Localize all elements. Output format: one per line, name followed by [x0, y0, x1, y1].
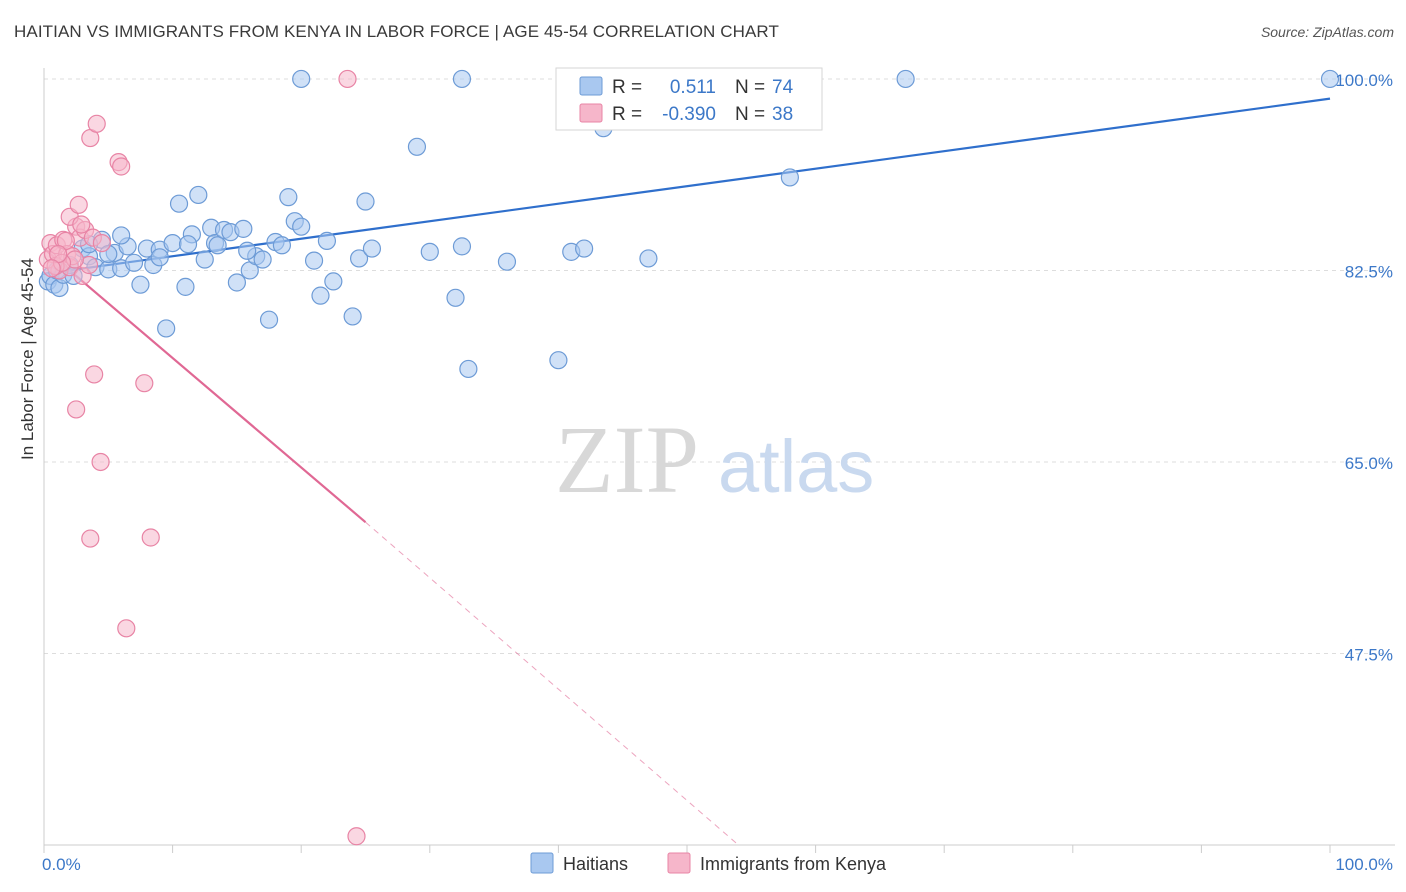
- source-label: Source: ZipAtlas.com: [1260, 24, 1394, 40]
- point-haitians: [253, 250, 272, 269]
- point-kenya: [85, 365, 104, 384]
- point-kenya: [72, 215, 91, 234]
- x-tick-label: 100.0%: [1335, 855, 1393, 874]
- data-points: [38, 69, 1340, 846]
- trendline-haitians: [43, 97, 1331, 275]
- trend-lines: [43, 97, 1331, 846]
- point-haitians: [446, 288, 465, 307]
- point-kenya: [117, 619, 136, 638]
- point-haitians: [292, 69, 311, 89]
- point-kenya: [141, 528, 160, 547]
- point-haitians: [349, 249, 369, 268]
- point-haitians: [131, 275, 150, 294]
- point-haitians: [234, 219, 253, 238]
- axes: [43, 68, 1395, 853]
- point-haitians: [304, 251, 324, 270]
- trendline-kenya: [43, 247, 367, 523]
- point-haitians: [549, 351, 568, 370]
- trendline-kenya-extension: [365, 521, 739, 846]
- watermark-atlas: atlas: [718, 425, 874, 508]
- point-kenya: [135, 374, 154, 393]
- point-haitians: [362, 239, 382, 258]
- point-haitians: [227, 273, 246, 292]
- point-haitians: [163, 233, 182, 253]
- point-kenya: [338, 69, 357, 89]
- stats-legend: R = 0.511 N = 74 R = -0.390 N = 38: [555, 67, 823, 131]
- point-haitians: [124, 253, 144, 272]
- legend-swatch-kenya: [667, 852, 691, 874]
- legend-label-haitians: Haitians: [563, 854, 628, 874]
- point-haitians: [112, 226, 131, 245]
- point-haitians: [343, 307, 362, 326]
- point-haitians: [157, 319, 176, 338]
- point-haitians: [452, 237, 472, 256]
- point-haitians: [780, 168, 799, 187]
- point-kenya: [91, 452, 110, 472]
- point-haitians: [896, 69, 915, 89]
- stats-legend-swatch-kenya: [579, 103, 603, 123]
- point-kenya: [69, 195, 88, 214]
- point-haitians: [356, 192, 375, 211]
- point-kenya: [347, 827, 366, 846]
- point-haitians: [452, 69, 472, 89]
- n-value-haitians: 74: [772, 77, 794, 98]
- point-haitians: [279, 188, 298, 207]
- point-haitians: [150, 248, 169, 267]
- point-kenya: [112, 157, 131, 176]
- point-haitians: [1320, 69, 1340, 89]
- chart-title: HAITIAN VS IMMIGRANTS FROM KENYA IN LABO…: [14, 22, 779, 41]
- y-tick-label: 47.5%: [1345, 645, 1393, 664]
- y-tick-label: 82.5%: [1345, 262, 1393, 281]
- point-haitians: [176, 277, 195, 296]
- r-label-kenya: R =: [612, 104, 642, 125]
- grid-lines: [44, 78, 1395, 654]
- point-haitians: [497, 252, 517, 271]
- point-haitians: [189, 185, 208, 205]
- r-value-kenya: -0.390: [662, 104, 716, 125]
- point-haitians: [575, 239, 594, 258]
- point-kenya: [81, 529, 100, 548]
- tick-labels: 47.5% 65.0% 82.5% 100.0% 0.0% 100.0%: [42, 71, 1393, 874]
- legend-label-kenya: Immigrants from Kenya: [700, 854, 887, 874]
- point-haitians: [317, 231, 337, 251]
- point-haitians: [459, 359, 478, 379]
- point-kenya: [92, 233, 111, 253]
- point-haitians: [420, 242, 439, 261]
- point-haitians: [639, 249, 658, 268]
- point-kenya: [42, 259, 61, 278]
- point-haitians: [169, 194, 189, 213]
- point-kenya: [67, 400, 86, 419]
- point-haitians: [208, 236, 227, 255]
- n-label-kenya: N =: [735, 104, 765, 125]
- x-tick-label: 0.0%: [42, 855, 81, 874]
- n-value-kenya: 38: [772, 104, 793, 125]
- stats-legend-swatch-haitians: [579, 76, 603, 96]
- y-tick-label: 65.0%: [1345, 454, 1393, 473]
- r-label-haitians: R =: [612, 77, 642, 98]
- point-haitians: [407, 137, 427, 156]
- bottom-legend: Haitians Immigrants from Kenya: [530, 852, 887, 874]
- point-haitians: [238, 241, 257, 260]
- n-label-haitians: N =: [735, 77, 765, 98]
- y-tick-label: 100.0%: [1335, 71, 1393, 90]
- r-value-haitians: 0.511: [670, 77, 716, 98]
- point-haitians: [272, 236, 292, 255]
- watermark-zip: ZIP: [555, 406, 699, 513]
- point-kenya: [87, 114, 106, 133]
- point-haitians: [178, 235, 198, 254]
- point-haitians: [311, 286, 330, 305]
- point-haitians: [195, 250, 214, 269]
- legend-swatch-haitians: [530, 852, 554, 874]
- point-haitians: [292, 217, 311, 236]
- point-haitians: [259, 310, 279, 329]
- point-haitians: [324, 272, 343, 291]
